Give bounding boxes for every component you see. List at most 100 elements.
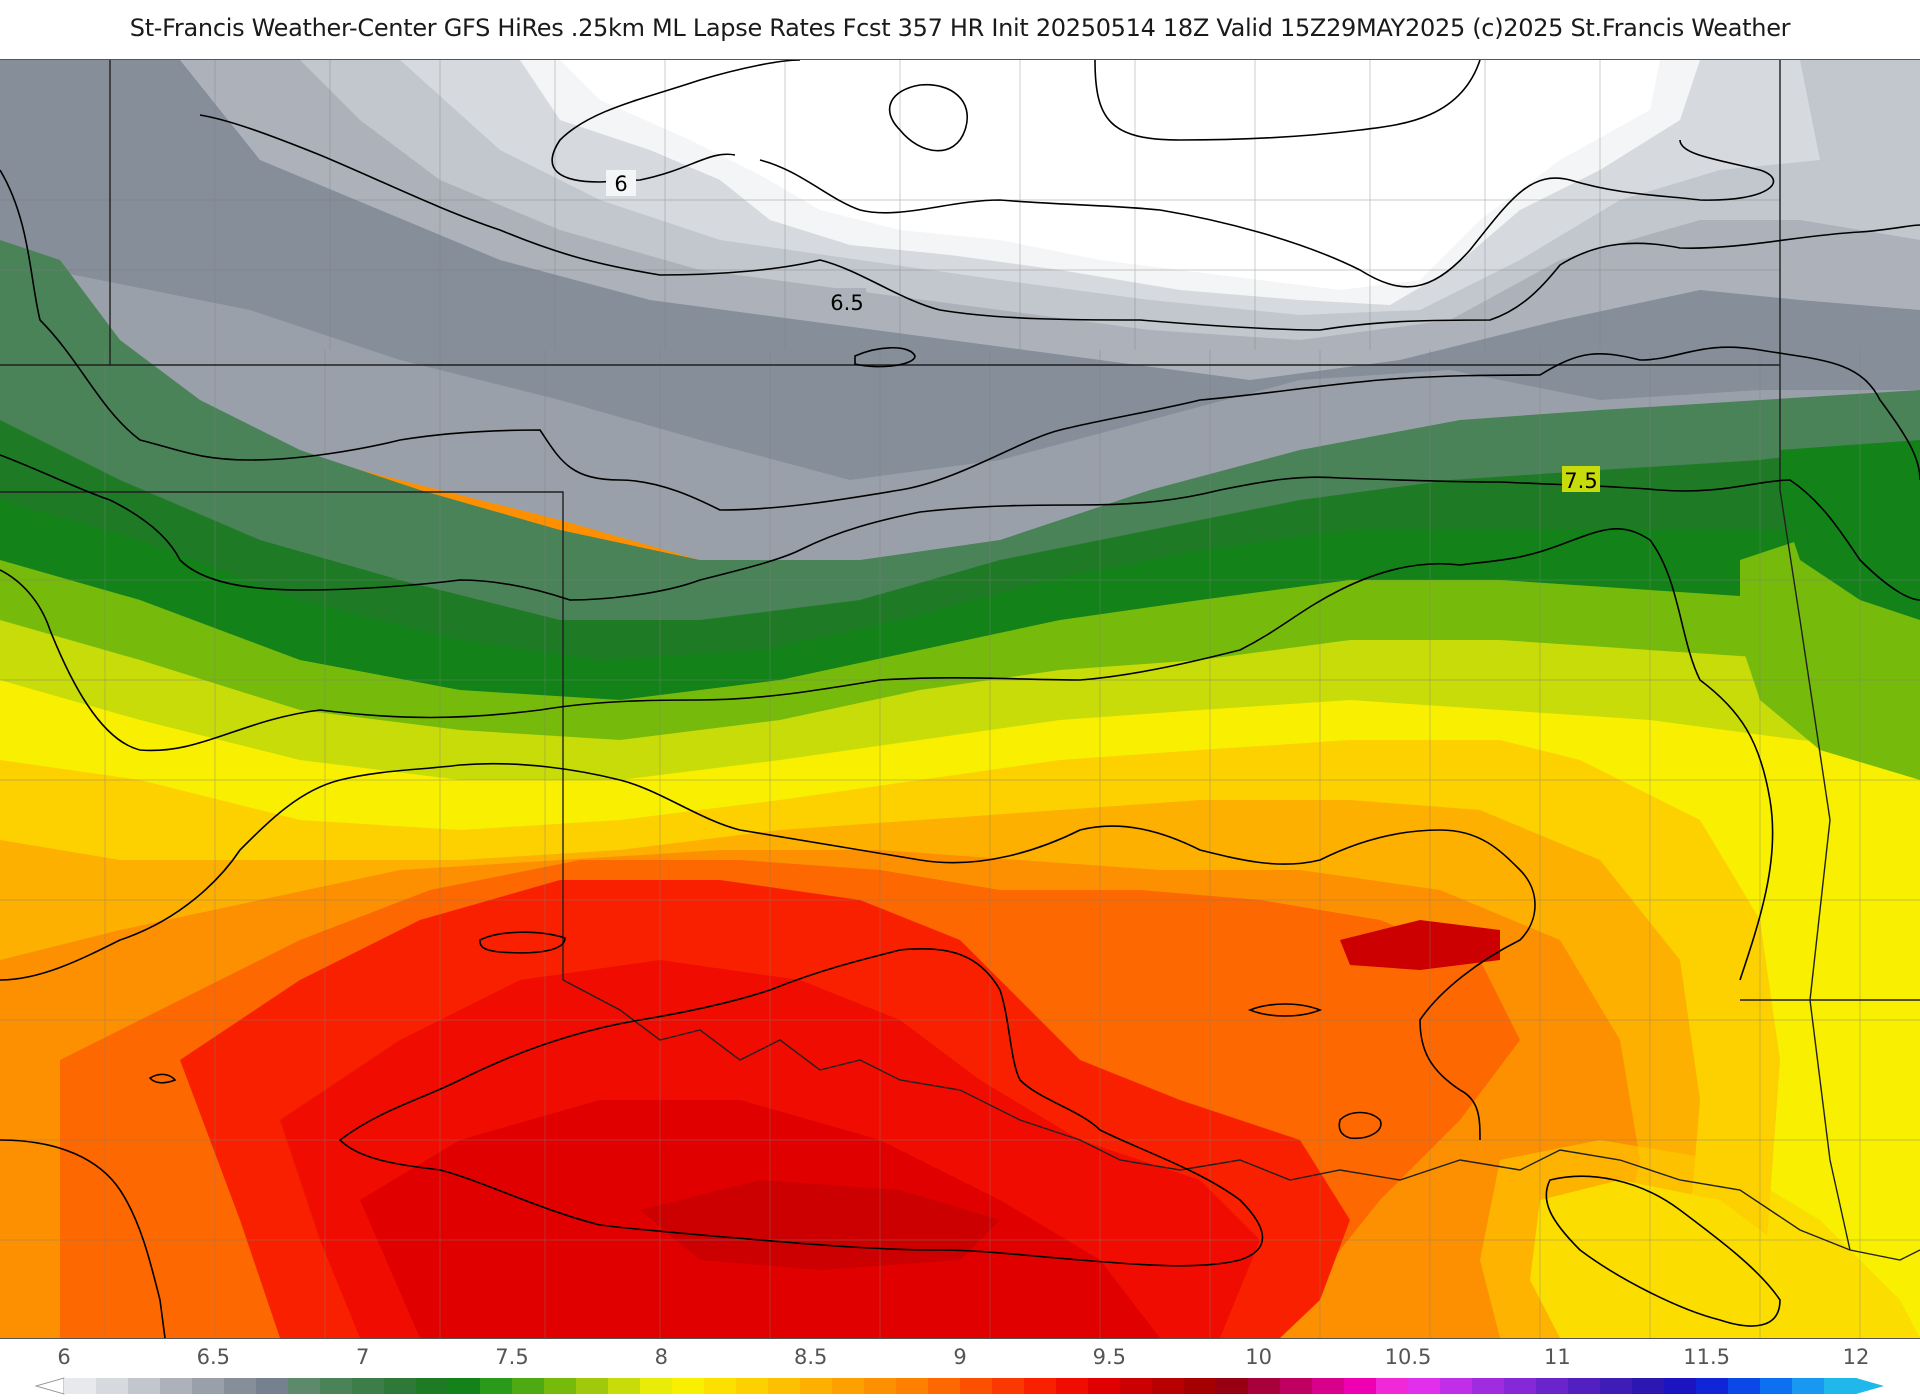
colorbar-swatch	[1568, 1378, 1601, 1394]
colorbar-swatch	[800, 1378, 833, 1394]
colorbar-swatch	[1504, 1378, 1537, 1394]
colorbar-swatch	[1216, 1378, 1249, 1394]
county-lines	[0, 60, 1920, 1338]
colorbar-swatch	[544, 1378, 577, 1394]
colorbar-swatch	[928, 1378, 961, 1394]
colorbar-tick-label: 6	[57, 1345, 71, 1369]
contour-85-spot2	[148, 1073, 177, 1084]
colorbar-swatch	[1664, 1378, 1697, 1394]
colorbar-under-arrow	[34, 1377, 65, 1395]
contour-label-group: 6 6.5 7.5	[606, 170, 1600, 493]
lapse-rate-map: 6 6.5 7.5	[0, 59, 1920, 1339]
colorbar-tick-label: 7	[355, 1345, 370, 1369]
colorbar-swatch	[576, 1378, 609, 1394]
colorbar-swatch	[1440, 1378, 1473, 1394]
contour-65-loop	[854, 347, 916, 368]
colorbar-swatch	[832, 1378, 865, 1394]
contour-8	[0, 528, 1774, 981]
colorbar-swatch	[1696, 1378, 1729, 1394]
colorbar-swatch	[1152, 1378, 1185, 1394]
field-band-east-green-dark	[1780, 440, 1920, 620]
colorbar-swatch	[1184, 1378, 1217, 1394]
colorbar-swatch	[448, 1378, 481, 1394]
contour-85-south	[0, 1139, 166, 1338]
colorbar-swatch	[1792, 1378, 1825, 1394]
colorbar-swatch	[320, 1378, 353, 1394]
contour-7	[0, 169, 1920, 511]
colorbar-swatch	[672, 1378, 705, 1394]
contour-lines	[0, 60, 1920, 1338]
contour-65	[199, 114, 1920, 331]
contour-9-east	[1338, 1111, 1382, 1140]
colorbar-tick-label: 6.5	[196, 1345, 231, 1369]
colorbar-tick-label: 10.5	[1384, 1345, 1432, 1369]
colorbar-tick-label: 8	[654, 1345, 669, 1369]
colorbar-swatch	[896, 1378, 929, 1394]
contour-label-bg-75	[1562, 466, 1600, 492]
colorbar-swatch	[1056, 1378, 1089, 1394]
colorbar-tick-label: 9.5	[1092, 1345, 1127, 1369]
colorbar-tick-label: 8.5	[793, 1345, 828, 1369]
colorbar-tick-label: 11	[1543, 1345, 1571, 1369]
contour-label-6: 6	[614, 172, 627, 196]
colorbar-swatch	[1632, 1378, 1665, 1394]
colorbar-swatch	[64, 1378, 97, 1394]
colorbar	[34, 1377, 1884, 1395]
colorbar-swatch	[704, 1378, 737, 1394]
colorbar-swatch	[416, 1378, 449, 1394]
colorbar-swatch	[1536, 1378, 1569, 1394]
colorbar-tick-label: 7.5	[495, 1345, 529, 1369]
colorbar-swatch	[192, 1378, 225, 1394]
colorbar-swatch	[1344, 1378, 1377, 1394]
field-band-red-spot	[1340, 920, 1500, 970]
contour-6-north-d	[1094, 60, 1481, 141]
colorbar-swatch	[608, 1378, 641, 1394]
colorbar-swatch	[288, 1378, 321, 1394]
contour-label-65: 6.5	[830, 291, 863, 315]
colorbar-swatch	[1312, 1378, 1345, 1394]
colorbar-swatch	[768, 1378, 801, 1394]
colorbar-tick-label: 12	[1842, 1345, 1870, 1369]
colorbar-swatch	[1728, 1378, 1761, 1394]
colorbar-swatch	[1760, 1378, 1793, 1394]
contour-6-north	[551, 60, 801, 183]
colorbar-swatch	[992, 1378, 1025, 1394]
colorbar-swatch	[1088, 1378, 1121, 1394]
colorbar-swatch	[480, 1378, 513, 1394]
colorbar-over-arrow	[1856, 1378, 1884, 1394]
contour-85	[0, 762, 1536, 1141]
colorbar-swatch	[640, 1378, 673, 1394]
contour-8-south-loop	[1545, 1175, 1781, 1327]
colorbar-swatch	[1120, 1378, 1153, 1394]
colorbar-swatch	[352, 1378, 385, 1394]
colorbar-swatch	[1376, 1378, 1409, 1394]
colorbar-swatch	[160, 1378, 193, 1394]
colorbar-swatch	[960, 1378, 993, 1394]
colorbar-swatch	[256, 1378, 289, 1394]
contour-6-loop	[888, 83, 968, 152]
colorbar-swatch	[1824, 1378, 1857, 1394]
field-band-white-core	[560, 60, 1660, 290]
colorbar-swatch	[1472, 1378, 1505, 1394]
contour-label-75: 7.5	[1564, 469, 1597, 493]
map-title: St-Francis Weather-Center GFS HiRes .25k…	[129, 14, 1791, 42]
colorbar-swatch	[96, 1378, 129, 1394]
contour-85-spot	[1247, 1003, 1323, 1017]
colorbar-swatch	[384, 1378, 417, 1394]
colorbar-tick-label: 11.5	[1683, 1345, 1731, 1369]
state-lines	[0, 60, 1920, 1261]
contour-label-bg-65	[828, 288, 866, 314]
colorbar-swatch	[864, 1378, 897, 1394]
colorbar-swatch	[736, 1378, 769, 1394]
colorbar-swatch	[128, 1378, 161, 1394]
colorbar-tick-labels: 6 6.5 7 7.5 8 8.5 9 9.5 10 10.5 11 11.5 12	[0, 1342, 1920, 1372]
colorbar-tick-label: 10	[1245, 1345, 1273, 1369]
colorbar-swatch	[1600, 1378, 1633, 1394]
field-band-south-gold	[1480, 1140, 1920, 1338]
field-band-red-core	[640, 1180, 1000, 1270]
contour-6-north-c	[759, 139, 1775, 288]
colorbar-swatch	[1248, 1378, 1281, 1394]
contour-9	[338, 947, 1264, 1267]
contour-label-bg-6	[606, 170, 636, 196]
